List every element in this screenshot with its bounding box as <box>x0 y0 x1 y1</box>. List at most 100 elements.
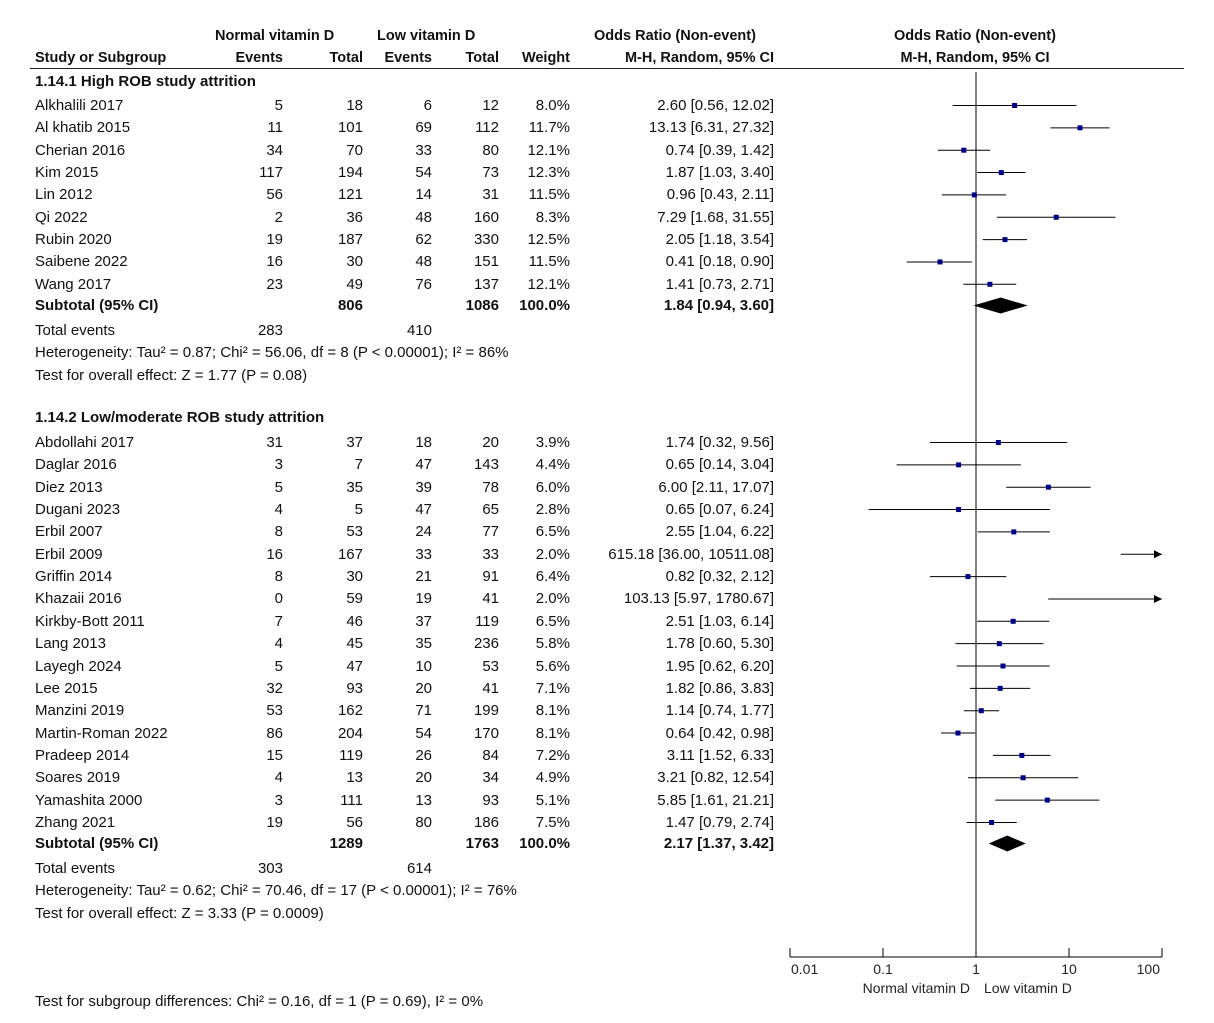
events-low: 80 <box>415 813 432 831</box>
study-name: Khazaii 2016 <box>35 590 122 608</box>
x-tick-label: 10 <box>1061 961 1077 977</box>
study-odds-ratio-ci: 1.87 [1.03, 3.40] <box>665 164 774 182</box>
total-normal: 46 <box>346 612 363 630</box>
events-normal: 86 <box>266 724 283 742</box>
study-odds-ratio-ci: 3.11 [1.52, 6.33] <box>666 746 774 764</box>
events-normal: 8 <box>274 523 283 541</box>
ci-arrow <box>1154 550 1162 559</box>
events-low: 33 <box>415 141 432 159</box>
study-name: Griffin 2014 <box>35 568 113 586</box>
point-estimate <box>965 574 971 580</box>
study-weight: 7.1% <box>535 679 570 697</box>
study-weight: 11.7% <box>528 119 570 137</box>
point-estimate <box>1019 752 1025 758</box>
subgroup-differences-test: Test for subgroup differences: Chi² = 0.… <box>35 993 484 1010</box>
study-weight: 6.4% <box>535 568 570 586</box>
total-normal: 30 <box>346 568 363 586</box>
point-estimate <box>1000 663 1006 669</box>
header-group2: Low vitamin D <box>377 28 476 44</box>
events-low: 48 <box>415 253 432 271</box>
study-weight: 7.2% <box>535 746 570 764</box>
events-normal: 4 <box>274 635 283 653</box>
total-normal: 167 <box>337 545 363 563</box>
total-events-label: Total events <box>35 322 116 339</box>
subtotal-odds-ratio-ci: 1.84 [0.94, 3.60] <box>663 297 774 314</box>
events-normal: 19 <box>266 813 283 831</box>
header-method-col: M-H, Random, 95% CI <box>624 50 774 66</box>
point-estimate <box>1045 484 1051 490</box>
study-name: Diez 2013 <box>35 478 103 496</box>
x-tick-label: 0.01 <box>791 961 818 977</box>
x-tick-label: 0.1 <box>873 961 893 977</box>
study-weight: 8.0% <box>535 97 570 114</box>
total-low: 84 <box>482 746 499 764</box>
events-low: 21 <box>415 568 432 586</box>
header-total2: Total <box>465 50 499 66</box>
events-normal: 16 <box>266 253 283 271</box>
study-name: Erbil 2009 <box>35 545 103 563</box>
events-normal: 0 <box>274 590 283 608</box>
study-name: Erbil 2007 <box>35 523 103 541</box>
study-odds-ratio-ci: 0.74 [0.39, 1.42] <box>665 141 774 159</box>
total-normal: 59 <box>346 590 363 608</box>
study-name: Soares 2019 <box>35 769 121 787</box>
subtotal-weight: 100.0% <box>519 835 570 852</box>
study-weight: 11.5% <box>528 186 570 204</box>
study-weight: 8.3% <box>535 208 570 226</box>
total-low: 77 <box>482 523 499 541</box>
subtotal-label: Subtotal (95% CI) <box>35 297 159 314</box>
events-normal: 32 <box>266 679 283 697</box>
events-low: 62 <box>415 231 432 249</box>
events-low: 54 <box>415 164 432 182</box>
point-estimate <box>971 192 977 198</box>
study-odds-ratio-ci: 1.41 [0.73, 2.71] <box>665 275 774 293</box>
study-name: Cherian 2016 <box>35 141 126 159</box>
study-name: Pradeep 2014 <box>35 746 130 764</box>
study-weight: 8.1% <box>535 724 570 742</box>
total-events-normal: 283 <box>257 322 283 339</box>
study-name: Wang 2017 <box>35 275 112 293</box>
study-name: Dugani 2023 <box>35 501 121 519</box>
events-normal: 31 <box>266 434 283 451</box>
total-events-low: 410 <box>406 322 432 339</box>
study-name: Kirkby-Bott 2011 <box>35 612 145 630</box>
study-odds-ratio-ci: 1.14 [0.74, 1.77] <box>665 702 774 720</box>
events-low: 54 <box>415 724 432 742</box>
total-low: 80 <box>482 141 499 159</box>
pooled-diamond <box>988 835 1026 852</box>
events-normal: 2 <box>274 208 283 226</box>
header-total1: Total <box>329 50 363 66</box>
point-estimate <box>956 507 962 513</box>
events-low: 35 <box>415 635 432 653</box>
study-name: Saibene 2022 <box>35 253 128 271</box>
heterogeneity-stats: Heterogeneity: Tau² = 0.87; Chi² = 56.06… <box>35 344 509 361</box>
subtotal-total-normal: 806 <box>337 297 363 314</box>
subtotal-total-low: 1763 <box>465 835 499 852</box>
events-normal: 5 <box>274 97 283 114</box>
total-low: 34 <box>482 769 499 787</box>
events-low: 20 <box>415 679 432 697</box>
total-normal: 47 <box>346 657 363 675</box>
point-estimate <box>961 147 967 153</box>
events-low: 24 <box>415 523 432 541</box>
total-low: 199 <box>473 702 499 720</box>
events-low: 76 <box>415 275 432 293</box>
total-normal: 187 <box>337 231 363 249</box>
study-weight: 5.6% <box>535 657 570 675</box>
header-method-plot: M-H, Random, 95% CI <box>900 50 1050 66</box>
study-weight: 5.8% <box>535 635 570 653</box>
subtotal-total-normal: 1289 <box>329 835 363 852</box>
point-estimate <box>937 259 943 265</box>
study-name: Kim 2015 <box>35 164 99 182</box>
study-odds-ratio-ci: 0.82 [0.32, 2.12] <box>665 568 774 586</box>
events-low: 69 <box>415 119 432 137</box>
point-estimate <box>1044 797 1050 803</box>
study-name: Zhang 2021 <box>35 813 116 831</box>
total-normal: 36 <box>346 208 363 226</box>
events-low: 26 <box>415 746 432 764</box>
total-normal: 13 <box>346 769 363 787</box>
total-low: 186 <box>473 813 499 831</box>
point-estimate <box>1020 775 1026 781</box>
total-low: 20 <box>482 434 499 451</box>
total-low: 112 <box>475 119 499 137</box>
